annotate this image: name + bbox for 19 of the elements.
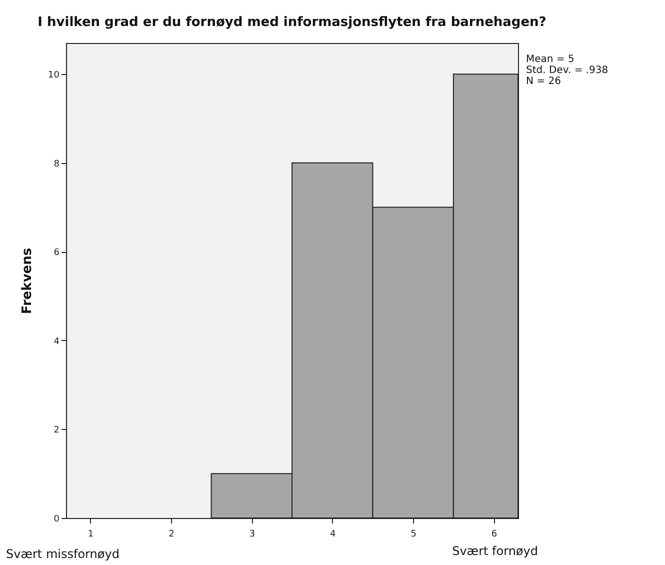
chart-title: I hvilken grad er du fornøyd med informasjonsflyten fra barnehagen? <box>38 15 546 30</box>
text: Mean = 5 <box>526 54 574 65</box>
y-tick-label: 8 <box>54 159 60 170</box>
y-tick-label: 0 <box>54 514 60 524</box>
text: Svært fornøyd <box>452 544 538 558</box>
x-tick-label: 6 <box>491 530 498 540</box>
y-tick-label: 10 <box>48 70 60 81</box>
text: Svært missfornøyd <box>6 547 120 561</box>
y-tick-label: 4 <box>54 336 60 347</box>
y-axis-title: Frekvens <box>20 248 36 314</box>
x-tick-label: 2 <box>168 530 174 540</box>
x-tick-label: 4 <box>330 530 336 540</box>
text: N = 26 <box>526 76 561 87</box>
text: Std. Dev. = .938 <box>526 65 608 76</box>
y-tick-label: 2 <box>54 426 60 436</box>
x-tick-label: 3 <box>249 530 256 540</box>
y-tick-label: 6 <box>54 248 60 258</box>
x-tick-label: 1 <box>88 530 94 540</box>
x-tick-label: 5 <box>410 530 416 540</box>
